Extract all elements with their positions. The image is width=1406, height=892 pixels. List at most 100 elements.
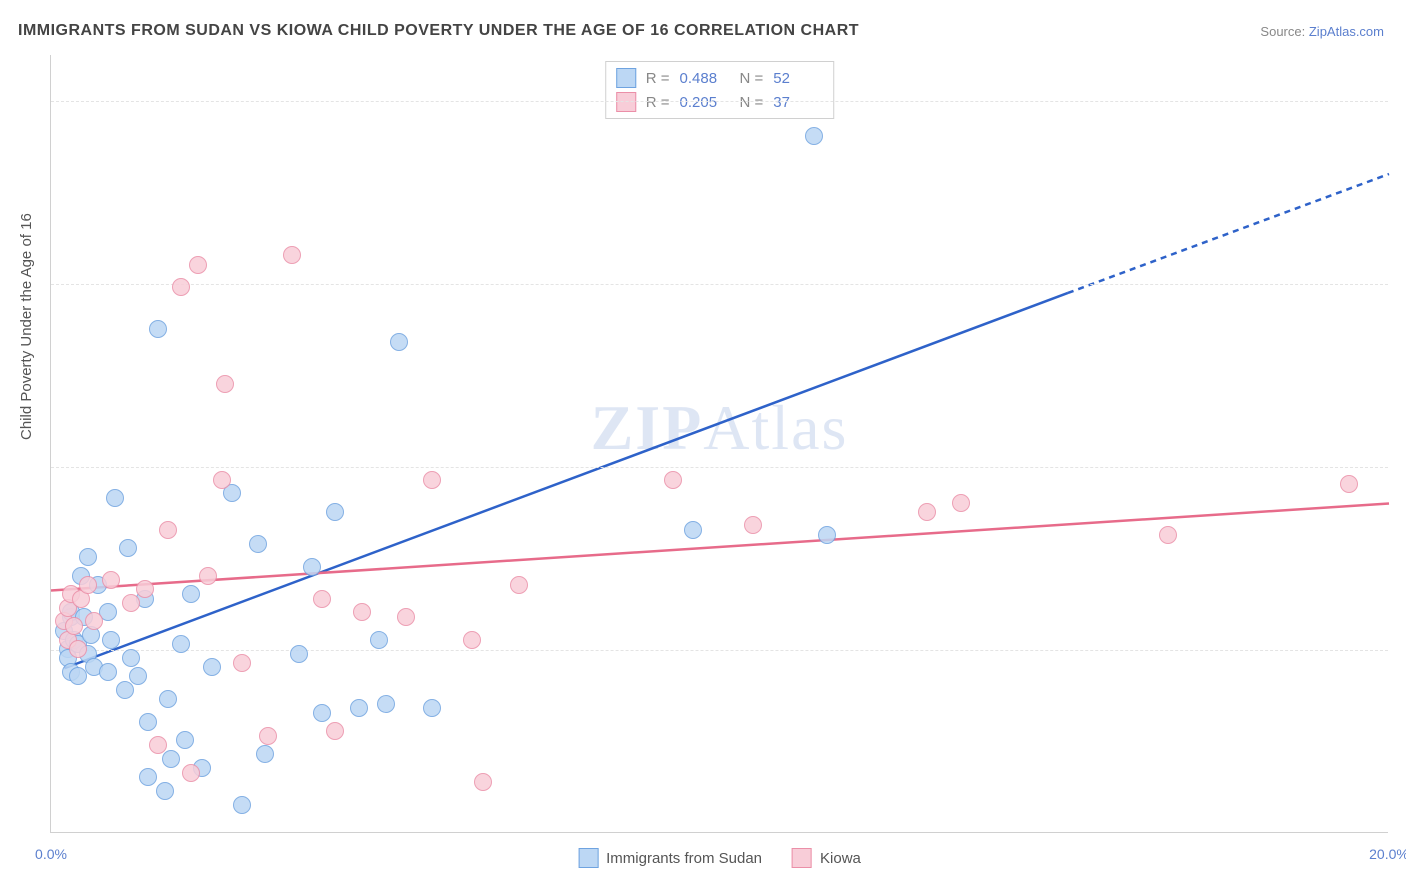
data-point [139,713,157,731]
data-point [176,731,194,749]
data-point [69,640,87,658]
data-point [162,750,180,768]
series-legend-item: Kiowa [792,848,861,868]
data-point [423,471,441,489]
data-point [664,471,682,489]
source-attribution: Source: ZipAtlas.com [1260,24,1384,39]
n-label: N = [740,94,764,111]
data-point [303,558,321,576]
data-point [149,320,167,338]
data-point [156,782,174,800]
data-point [818,526,836,544]
r-label: R = [646,70,670,87]
source-label: Source: [1260,24,1305,39]
data-point [213,471,231,489]
n-label: N = [740,70,764,87]
stat-legend: R = 0.488 N = 52 R = 0.205 N = 37 [605,61,835,119]
data-point [199,567,217,585]
data-point [259,727,277,745]
data-point [139,768,157,786]
data-point [326,503,344,521]
plot-area: ZIPAtlas R = 0.488 N = 52 R = 0.205 N = … [50,55,1388,833]
data-point [159,521,177,539]
data-point [182,585,200,603]
data-point [159,690,177,708]
data-point [326,722,344,740]
data-point [805,127,823,145]
data-point [390,333,408,351]
data-point [397,608,415,626]
series-legend-item: Immigrants from Sudan [578,848,762,868]
data-point [106,489,124,507]
chart-container: IMMIGRANTS FROM SUDAN VS KIOWA CHILD POV… [0,0,1406,892]
x-tick-label: 0.0% [35,846,67,862]
series-legend: Immigrants from Sudan Kiowa [578,848,861,868]
legend-swatch [616,68,636,88]
data-point [283,246,301,264]
data-point [136,580,154,598]
data-point [744,516,762,534]
n-value: 37 [773,94,823,111]
data-point [102,571,120,589]
data-point [79,576,97,594]
data-point [189,256,207,274]
data-point [313,590,331,608]
x-tick-label: 20.0% [1369,846,1406,862]
data-point [122,594,140,612]
data-point [149,736,167,754]
y-axis-title: Child Poverty Under the Age of 16 [18,213,35,440]
gridline [51,467,1388,468]
n-value: 52 [773,70,823,87]
series-name: Immigrants from Sudan [606,850,762,867]
r-value: 0.488 [680,70,730,87]
stat-legend-row: R = 0.488 N = 52 [616,66,824,90]
data-point [172,635,190,653]
data-point [952,494,970,512]
data-point [129,667,147,685]
trend-lines-layer [51,55,1388,832]
data-point [290,645,308,663]
data-point [99,663,117,681]
data-point [216,375,234,393]
legend-swatch [578,848,598,868]
data-point [474,773,492,791]
trend-line [1068,174,1389,293]
r-label: R = [646,94,670,111]
data-point [249,535,267,553]
data-point [350,699,368,717]
data-point [1340,475,1358,493]
gridline [51,284,1388,285]
data-point [122,649,140,667]
data-point [182,764,200,782]
data-point [463,631,481,649]
data-point [370,631,388,649]
data-point [918,503,936,521]
legend-swatch [792,848,812,868]
data-point [313,704,331,722]
data-point [85,612,103,630]
data-point [69,667,87,685]
gridline [51,650,1388,651]
data-point [172,278,190,296]
data-point [116,681,134,699]
data-point [203,658,221,676]
source-link[interactable]: ZipAtlas.com [1309,24,1384,39]
gridline [51,101,1388,102]
data-point [256,745,274,763]
data-point [423,699,441,717]
data-point [233,654,251,672]
data-point [353,603,371,621]
data-point [233,796,251,814]
legend-swatch [616,92,636,112]
series-name: Kiowa [820,850,861,867]
data-point [102,631,120,649]
data-point [65,617,83,635]
data-point [1159,526,1177,544]
data-point [79,548,97,566]
page-title: IMMIGRANTS FROM SUDAN VS KIOWA CHILD POV… [18,22,859,40]
data-point [119,539,137,557]
data-point [510,576,528,594]
data-point [684,521,702,539]
r-value: 0.205 [680,94,730,111]
data-point [377,695,395,713]
